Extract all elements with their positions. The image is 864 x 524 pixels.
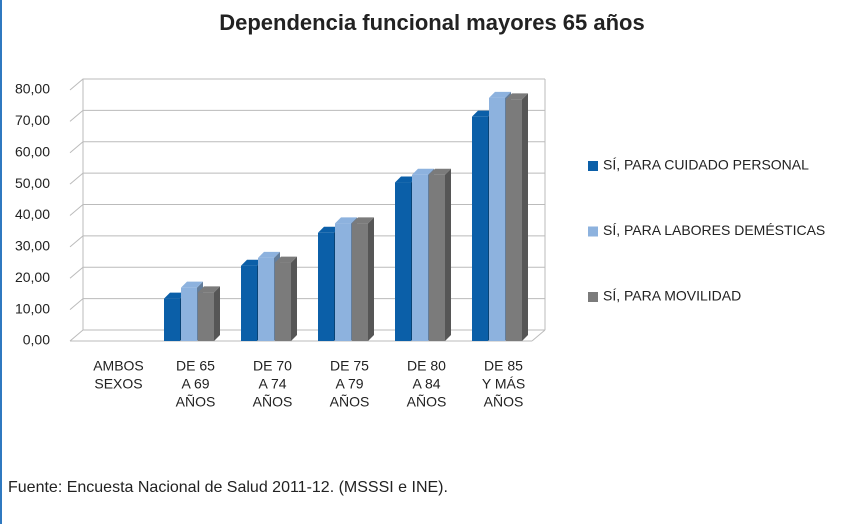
bar-top (429, 168, 451, 175)
bar-top (412, 168, 434, 175)
legend-label: SÍ, PARA MOVILIDAD (603, 288, 741, 304)
x-tick-label: Y MÁS (482, 376, 525, 392)
bar-top (241, 259, 263, 266)
bar-side (445, 168, 451, 341)
bar-top (318, 226, 340, 233)
y-tick-label: 40,00 (15, 206, 50, 222)
chart-title: Dependencia funcional mayores 65 años (219, 10, 644, 35)
bar-top (198, 286, 220, 293)
bar-side (214, 286, 220, 341)
x-tick-label: A 74 (258, 376, 286, 392)
bar (198, 292, 214, 341)
x-tick-label: AÑOS (407, 394, 447, 410)
x-tick-label: AMBOS (93, 358, 144, 374)
x-tick-label: DE 65 (176, 358, 215, 374)
y-tick-label: 50,00 (15, 175, 50, 191)
bar (489, 97, 505, 341)
x-tick-label: AÑOS (330, 394, 370, 410)
x-tick-label: AÑOS (253, 394, 293, 410)
y-tick-label: 30,00 (15, 238, 50, 254)
bar (506, 99, 522, 341)
bar-top (164, 292, 186, 299)
y-tick-label: 60,00 (15, 143, 50, 159)
legend-swatch (588, 292, 598, 302)
bar-top (181, 281, 203, 288)
x-tick-label: DE 75 (330, 358, 369, 374)
y-tick-label: 70,00 (15, 112, 50, 128)
bar (275, 262, 291, 341)
left-border (0, 0, 2, 524)
bar (352, 223, 368, 341)
bar (412, 174, 428, 341)
bar (164, 298, 180, 341)
axis-line (531, 329, 546, 342)
bar-top (258, 251, 280, 258)
bar-top (352, 217, 374, 224)
x-tick-label: A 69 (181, 376, 209, 392)
y-tick-label: 0,00 (23, 332, 50, 348)
bar-top (506, 93, 528, 100)
bar-side (291, 256, 297, 341)
legend-swatch (588, 161, 598, 171)
bar (395, 182, 411, 341)
bar-side (522, 93, 528, 341)
x-tick-label: DE 80 (407, 358, 446, 374)
source-note: Fuente: Encuesta Nacional de Salud 2011-… (8, 479, 448, 496)
x-tick-label: A 84 (412, 376, 440, 392)
bar (335, 223, 351, 341)
bar (472, 116, 488, 341)
y-tick-label: 10,00 (15, 300, 50, 316)
bar-side (368, 217, 374, 341)
bar (318, 232, 334, 341)
x-tick-label: DE 85 (484, 358, 523, 374)
x-tick-label: A 79 (335, 376, 363, 392)
x-tick-label: SEXOS (94, 376, 142, 392)
grid-line (69, 78, 545, 91)
x-tick-label: DE 70 (253, 358, 292, 374)
legend-label: SÍ, PARA LABORES DEMÉSTICAS (603, 222, 825, 238)
legend-swatch (588, 226, 598, 237)
bar (241, 265, 257, 341)
bar-top (489, 91, 511, 98)
bar-top (275, 256, 297, 263)
bar (258, 257, 274, 341)
y-tick-label: 80,00 (15, 81, 50, 97)
x-tick-label: AÑOS (484, 394, 524, 410)
bar (181, 287, 197, 341)
bar-top (335, 217, 357, 224)
bar-top (472, 110, 494, 117)
bar (429, 174, 445, 341)
bar-top (395, 176, 417, 183)
legend-label: SÍ, PARA CUIDADO PERSONAL (603, 157, 809, 173)
x-tick-label: AÑOS (176, 394, 216, 410)
y-tick-label: 20,00 (15, 269, 50, 285)
